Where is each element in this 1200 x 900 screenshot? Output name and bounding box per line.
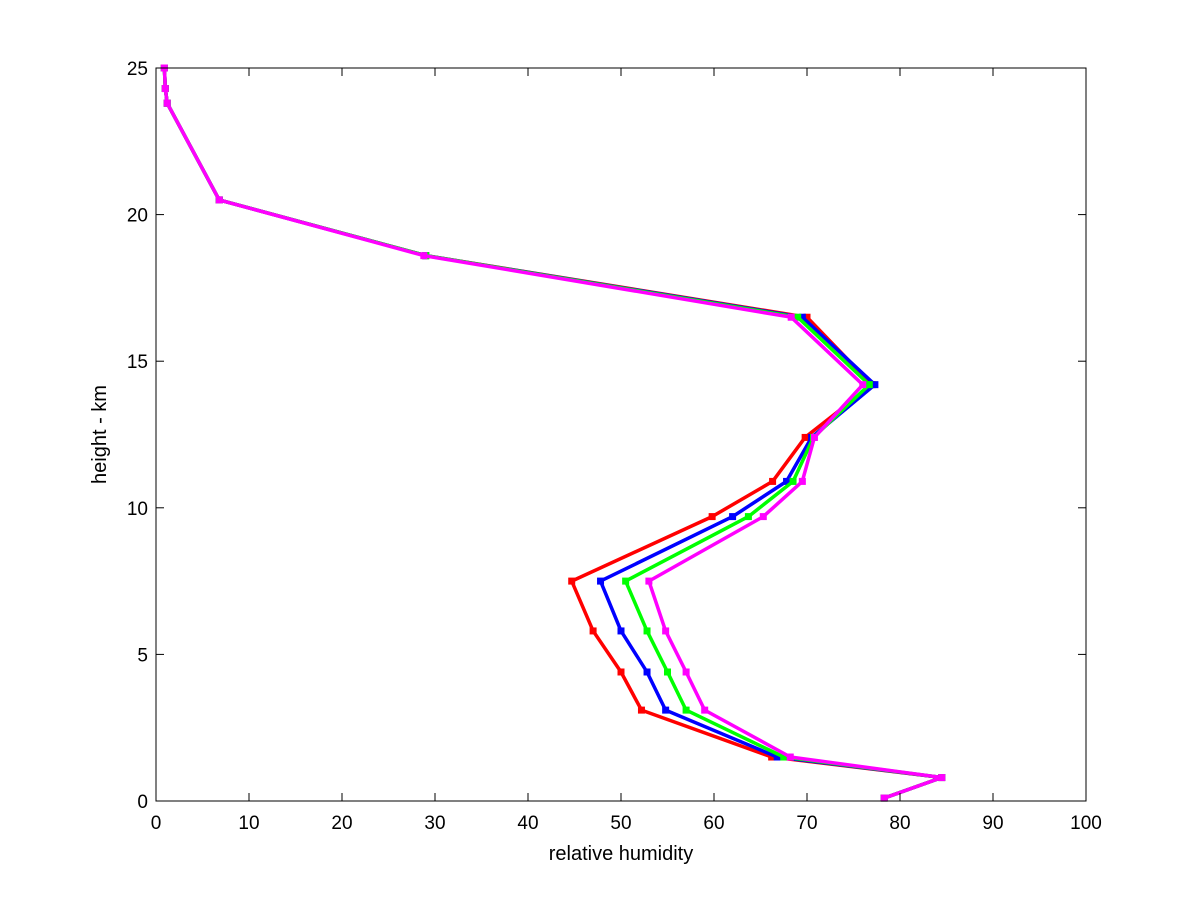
data-point — [786, 753, 794, 761]
data-point — [780, 753, 788, 761]
data-point — [810, 433, 818, 441]
data-point — [645, 577, 653, 585]
data-point — [617, 627, 625, 635]
data-point — [701, 706, 709, 714]
y-tick-label: 15 — [127, 352, 148, 373]
series-4 — [160, 64, 946, 802]
series-line — [162, 66, 944, 800]
data-point — [420, 252, 428, 260]
data-point — [568, 577, 576, 585]
data-point — [787, 313, 795, 321]
data-point — [662, 627, 670, 635]
series-1 — [160, 64, 946, 802]
data-point — [161, 85, 169, 93]
series-line — [163, 67, 943, 799]
data-point — [729, 513, 737, 521]
data-point — [682, 668, 690, 676]
data-point — [783, 477, 791, 485]
x-tick-label: 20 — [331, 813, 352, 834]
data-point — [163, 99, 171, 107]
data-point — [880, 794, 888, 802]
series-layer — [160, 64, 946, 802]
y-tick-label: 5 — [137, 645, 148, 666]
y-tick-label: 25 — [127, 59, 148, 80]
data-point — [773, 753, 781, 761]
data-point — [871, 381, 879, 389]
x-tick-label: 80 — [889, 813, 910, 834]
series-3 — [160, 64, 946, 802]
series-2 — [160, 64, 946, 802]
x-tick-label: 0 — [151, 813, 162, 834]
x-tick-label: 60 — [703, 813, 724, 834]
x-tick-label: 90 — [982, 813, 1003, 834]
data-point — [215, 196, 223, 204]
data-point — [643, 627, 651, 635]
series-line — [162, 66, 944, 800]
data-point — [769, 477, 777, 485]
data-point — [682, 706, 690, 714]
data-point — [789, 477, 797, 485]
x-tick-label: 70 — [796, 813, 817, 834]
y-axis-title: height - km — [89, 385, 111, 484]
data-point — [794, 313, 802, 321]
x-tick-label: 100 — [1070, 813, 1102, 834]
data-point — [662, 706, 670, 714]
data-point — [637, 706, 645, 714]
data-point — [938, 774, 946, 782]
series-line — [162, 66, 944, 800]
data-point — [798, 477, 806, 485]
data-point — [801, 433, 809, 441]
x-tick-label: 40 — [517, 813, 538, 834]
x-axis-title: relative humidity — [549, 843, 694, 865]
data-point — [708, 513, 716, 521]
series-0 — [161, 65, 945, 801]
data-point — [865, 381, 873, 389]
data-point — [617, 668, 625, 676]
data-point — [768, 753, 776, 761]
x-tick-label: 50 — [610, 813, 631, 834]
data-point — [744, 513, 752, 521]
data-point — [803, 313, 811, 321]
x-tick-label: 10 — [238, 813, 259, 834]
data-point — [622, 577, 630, 585]
plot-frame — [155, 67, 1087, 802]
y-tick-label: 20 — [127, 206, 148, 227]
y-tick-label: 10 — [127, 499, 148, 520]
data-point — [664, 668, 671, 676]
data-point — [597, 577, 605, 585]
ticks-layer: 0 10 20 30 40 50 60 70 80 90 100 0 5 10 15 20 25 — [127, 59, 1102, 834]
data-point — [643, 668, 651, 676]
y-tick-label: 0 — [137, 792, 148, 813]
data-point — [589, 627, 597, 635]
data-point — [759, 513, 767, 521]
data-point — [859, 381, 867, 389]
x-tick-label: 30 — [424, 813, 445, 834]
series-line — [162, 66, 944, 800]
data-point — [798, 313, 806, 321]
